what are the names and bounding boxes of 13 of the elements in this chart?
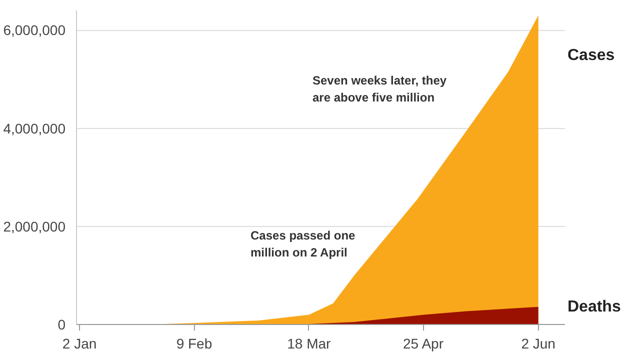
y-tick-label: 4,000,000 (3, 120, 66, 136)
x-tick-label: 18 Mar (287, 336, 332, 352)
x-tick-label: 25 Apr (403, 336, 444, 352)
y-tick-label: 0 (58, 316, 66, 332)
series-label: Cases (568, 46, 615, 64)
annotation: Cases passed one million on 2 April (250, 228, 356, 260)
x-tick-label: 2 Jan (62, 336, 97, 352)
annotation: Seven weeks later, they are above five million (312, 74, 447, 104)
y-tick-label: 2,000,000 (3, 218, 66, 234)
y-tick-label: 6,000,000 (3, 22, 66, 38)
x-tick-label: 2 Jun (521, 336, 556, 352)
series-label: Deaths (568, 298, 621, 316)
x-tick-label: 9 Feb (176, 336, 212, 352)
